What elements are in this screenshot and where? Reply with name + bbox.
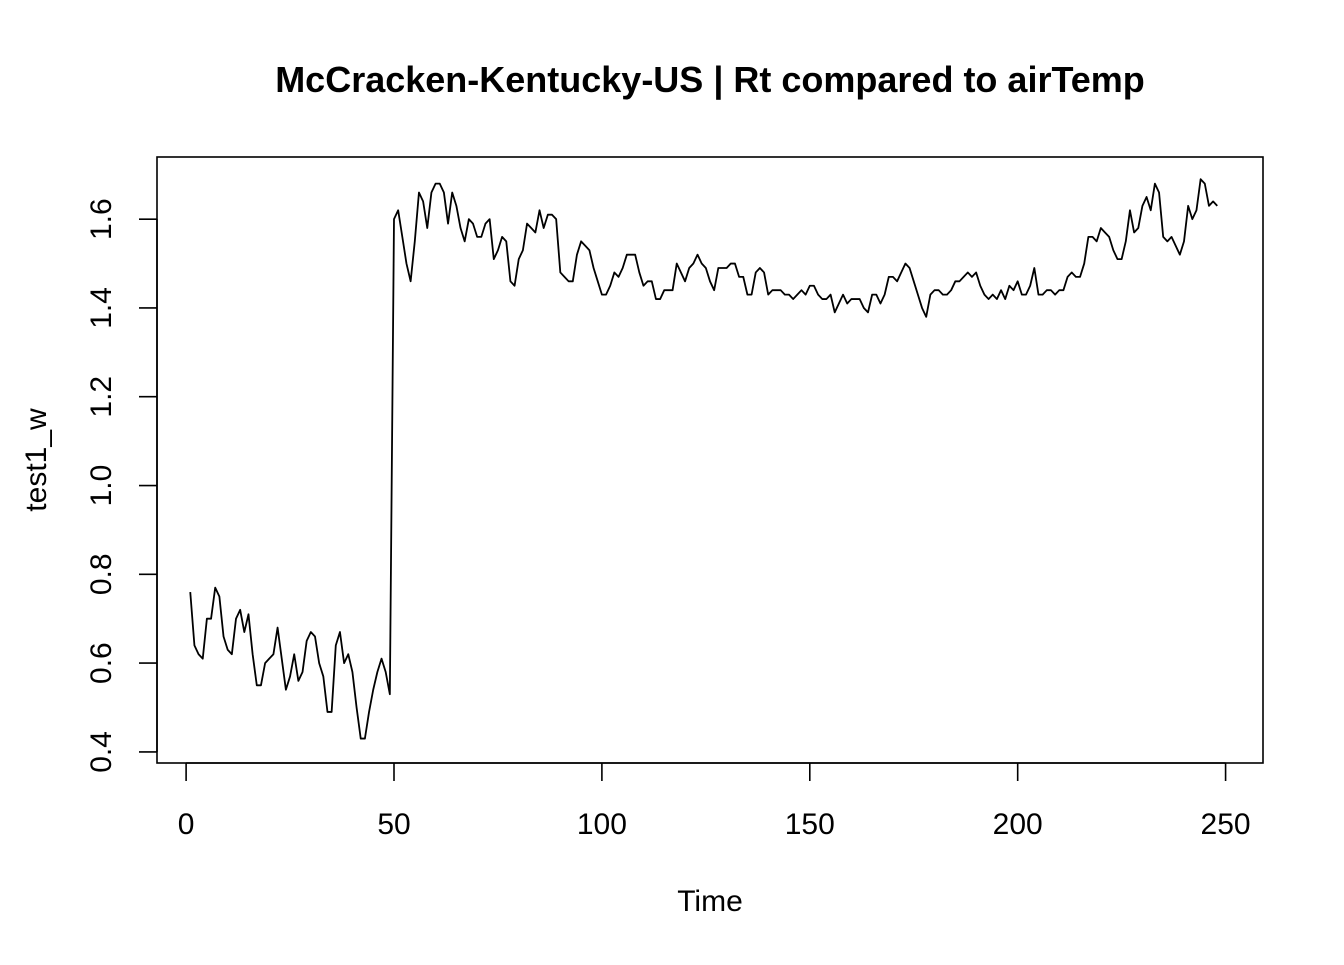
y-axis-label: test1_w (20, 408, 53, 512)
y-axis: 0.4 0.6 0.8 1.0 1.2 1.4 1.6 (85, 198, 158, 773)
x-tick-label: 50 (377, 808, 410, 841)
series-layer (189, 178, 1218, 740)
chart-title: McCracken-Kentucky-US | Rt compared to a… (275, 59, 1145, 101)
y-tick-label: 1.2 (85, 376, 118, 418)
x-axis: 0 50 100 150 200 250 (178, 762, 1251, 841)
x-axis-label: Time (677, 885, 743, 918)
x-tick-label: 100 (577, 808, 627, 841)
series-line (189, 178, 1218, 740)
x-tick-label: 200 (993, 808, 1043, 841)
y-tick-label: 0.8 (85, 553, 118, 595)
x-tick-label: 250 (1201, 808, 1251, 841)
x-tick-label: 0 (178, 808, 195, 841)
x-tick-label: 150 (785, 808, 835, 841)
y-tick-label: 1.4 (85, 287, 118, 329)
y-tick-label: 0.6 (85, 642, 118, 684)
y-tick-label: 1.0 (85, 465, 118, 507)
y-tick-label: 0.4 (85, 731, 118, 773)
y-tick-label: 1.6 (85, 198, 118, 240)
